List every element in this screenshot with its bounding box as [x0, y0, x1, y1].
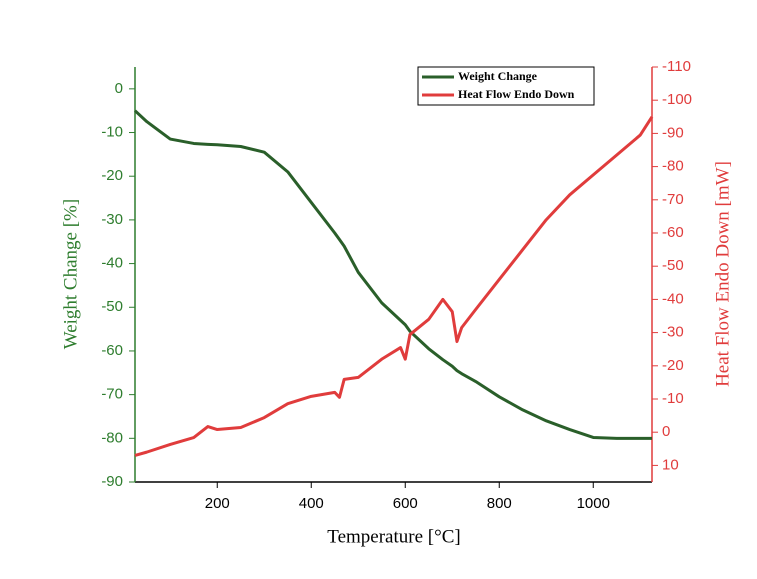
y2-tick-label: -90 — [662, 124, 684, 141]
x-tick-label: 400 — [299, 495, 324, 512]
y2-tick-label: -70 — [662, 191, 684, 208]
y-tick-label: -10 — [101, 123, 123, 140]
x-tick-label: 200 — [205, 495, 230, 512]
y2-tick-label: 0 — [662, 423, 670, 440]
y-tick-label: -50 — [101, 298, 123, 315]
x-axis-title: Temperature [°C] — [327, 526, 460, 547]
y-tick-label: 0 — [115, 80, 123, 97]
y2-tick-label: -110 — [662, 58, 691, 75]
y2-tick-label: -60 — [662, 224, 684, 241]
y2-tick-label: -80 — [662, 158, 684, 175]
y-tick-label: -60 — [101, 342, 123, 359]
y-tick-label: -30 — [101, 211, 123, 228]
legend-box — [417, 66, 595, 106]
x-tick-label: 800 — [487, 495, 512, 512]
y-tick-label: -90 — [101, 473, 123, 490]
y-tick-label: -40 — [101, 255, 123, 272]
legend-label: Heat Flow Endo Down — [458, 87, 575, 101]
y2-tick-label: -50 — [662, 257, 684, 274]
y2-tick-label: -30 — [662, 324, 684, 341]
y-tick-label: -20 — [101, 167, 123, 184]
legend-label: Weight Change — [458, 69, 538, 83]
y2-tick-label: -20 — [662, 357, 684, 374]
y2-tick-label: -10 — [662, 390, 684, 407]
x-tick-label: 1000 — [577, 495, 610, 512]
y-tick-label: -80 — [101, 429, 123, 446]
y2-tick-label: 10 — [662, 456, 679, 473]
y2-tick-label: -40 — [662, 290, 684, 307]
y2-tick-label: -100 — [662, 91, 692, 108]
y-tick-label: -70 — [101, 386, 123, 403]
x-tick-label: 600 — [393, 495, 418, 512]
y-axis-title: Weight Change [%] — [60, 199, 81, 349]
y2-axis-title: Heat Flow Endo Down [mW] — [712, 161, 733, 387]
data-line — [133, 109, 652, 440]
data-line — [134, 115, 654, 457]
